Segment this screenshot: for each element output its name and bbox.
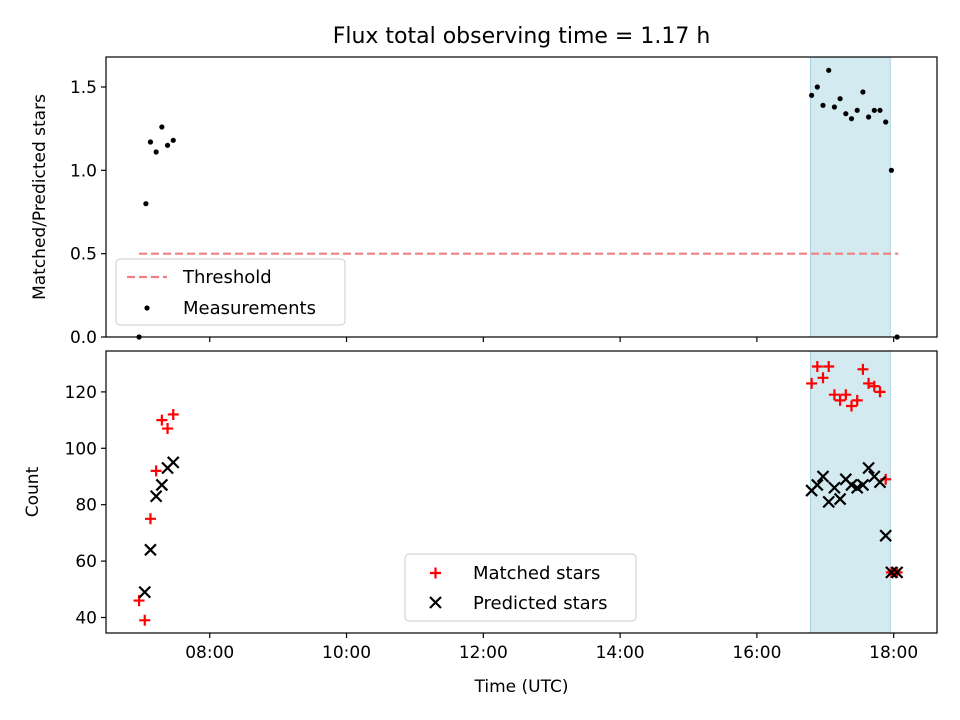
matched-star-point — [868, 380, 880, 392]
top-legend-box — [115, 258, 346, 326]
matched-star-point — [851, 394, 863, 406]
predicted-star-point — [144, 543, 157, 557]
matched-star-point — [150, 465, 162, 477]
highlight-band-rect — [809, 56, 891, 338]
y-tick-label: 120 — [65, 383, 97, 403]
legend-measurements-label: Measurements — [183, 298, 316, 319]
matched-star-point — [874, 386, 886, 398]
bottom-legend: Matched stars Predicted stars — [404, 553, 637, 622]
measurement-point — [860, 89, 866, 95]
chart-title: Flux total observing time = 1.17 h — [333, 24, 711, 49]
y-tick-label: 0.0 — [70, 328, 97, 348]
legend-matched-label: Matched stars — [473, 563, 600, 584]
matched-star-point — [823, 361, 835, 373]
predicted-star-point — [833, 492, 847, 506]
predicted-star-point — [890, 566, 904, 579]
measurement-point — [854, 107, 860, 113]
matched-star-point — [840, 389, 852, 401]
bottom-y-axis-ticks: 40 60 80 100 120 — [65, 383, 106, 628]
measurement-point — [843, 111, 849, 117]
measurement-point — [866, 114, 872, 120]
bottom-plot-area — [133, 361, 904, 626]
measurement-point — [143, 201, 149, 207]
predicted-star-point — [885, 566, 898, 579]
matched-star-point — [863, 377, 875, 389]
highlight-band-rect — [809, 350, 891, 634]
matched-star-point — [857, 363, 869, 375]
x-tick-label: 10:00 — [322, 643, 371, 663]
measurement-point — [877, 107, 883, 113]
matched-star-point — [139, 614, 151, 626]
predicted-star-point — [828, 481, 841, 495]
measurement-point — [147, 139, 154, 145]
predicted-star-point — [816, 470, 830, 483]
matched-star-point — [162, 423, 174, 435]
matched-star-point — [828, 389, 840, 401]
x-tick-label: 18:00 — [869, 643, 918, 663]
top-plot-area — [136, 67, 900, 340]
bottom-x-axis-label: Time (UTC) — [474, 677, 569, 697]
y-tick-label: 100 — [65, 439, 97, 459]
legend-predicted-label: Predicted stars — [473, 593, 607, 614]
top-legend: Threshold Measurements — [115, 258, 346, 326]
legend-measurements-swatch — [144, 305, 150, 311]
bottom-highlight-band — [809, 350, 891, 634]
matched-star-point — [846, 400, 858, 412]
matched-star-point — [834, 394, 846, 406]
y-tick-label: 1.5 — [70, 78, 97, 98]
measurement-point — [837, 96, 843, 102]
y-tick-label: 0.5 — [70, 245, 97, 265]
predicted-star-point — [166, 456, 180, 469]
top-y-axis-ticks: 0.0 0.5 1.0 1.5 — [70, 78, 106, 348]
matched-star-point — [811, 361, 823, 373]
top-highlight-band — [809, 56, 891, 338]
top-y-axis-label: Matched/Predicted stars — [30, 94, 50, 300]
measurement-point — [164, 142, 171, 148]
matched-star-point — [144, 513, 156, 525]
measurement-point — [820, 102, 826, 108]
measurement-point — [848, 116, 855, 122]
top-axes-frame — [105, 56, 938, 338]
x-tick-label: 08:00 — [185, 643, 234, 663]
legend-predicted-swatch — [429, 596, 442, 609]
y-tick-label: 60 — [75, 552, 97, 572]
predicted-star-point — [155, 478, 169, 492]
legend-matched-swatch — [430, 567, 441, 579]
measurement-point — [153, 149, 159, 155]
measurement-point — [814, 84, 820, 90]
x-tick-label: 16:00 — [732, 643, 781, 663]
y-tick-label: 40 — [75, 608, 97, 628]
measurement-point — [170, 137, 176, 143]
measurement-point — [159, 124, 165, 130]
x-tick-label: 14:00 — [596, 643, 645, 663]
bottom-x-axis-ticks: 08:00 10:00 12:00 14:00 16:00 18:00 — [185, 633, 918, 663]
predicted-star-point — [138, 585, 152, 599]
predicted-star-point — [862, 461, 875, 475]
bottom-y-axis-label: Count — [23, 466, 43, 517]
top-x-axis-ticks — [209, 337, 895, 342]
y-tick-label: 80 — [75, 496, 97, 516]
measurement-point — [888, 167, 895, 173]
predicted-star-point — [879, 529, 892, 542]
x-tick-label: 12:00 — [459, 643, 508, 663]
predicted-star-point — [873, 475, 887, 489]
matched-star-point — [156, 414, 168, 426]
predicted-star-point — [149, 489, 163, 503]
measurement-point — [883, 119, 889, 125]
bottom-legend-box — [404, 553, 637, 622]
matched-star-point — [167, 408, 179, 420]
measurement-point — [871, 107, 877, 113]
predicted-star-point — [856, 478, 870, 492]
matched-star-point — [806, 377, 818, 389]
predicted-star-point — [811, 478, 824, 492]
matched-star-point — [817, 372, 829, 384]
legend-threshold-label: Threshold — [182, 267, 272, 288]
y-tick-label: 1.0 — [70, 161, 97, 181]
measurement-point — [826, 67, 832, 73]
measurement-point — [831, 104, 838, 110]
measurement-point — [809, 92, 815, 98]
bottom-axes-frame — [105, 350, 938, 634]
predicted-star-point — [822, 495, 835, 509]
